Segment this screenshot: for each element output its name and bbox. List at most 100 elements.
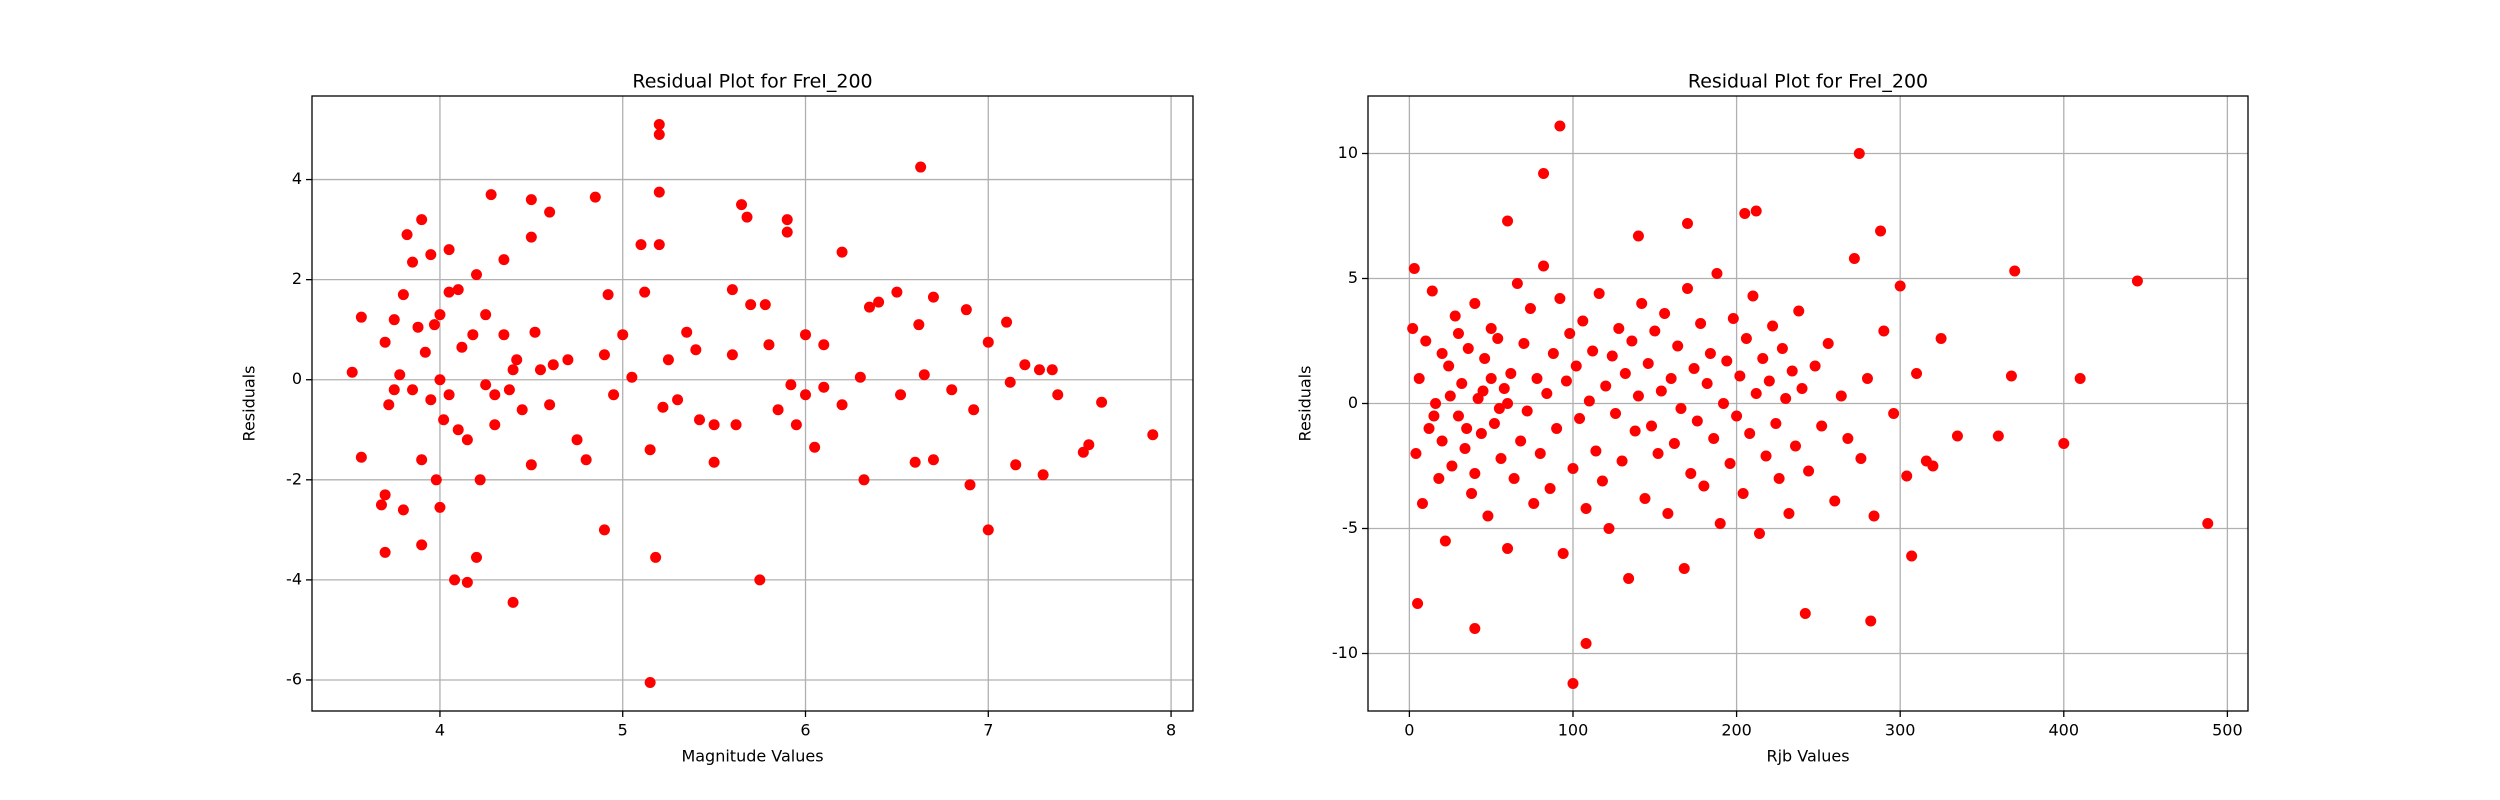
point: [681, 326, 693, 338]
point: [456, 341, 468, 353]
point: [982, 336, 994, 348]
point: [1861, 373, 1873, 384]
point: [1783, 508, 1795, 519]
point: [763, 339, 775, 351]
point: [1534, 448, 1546, 459]
point: [1603, 523, 1615, 534]
point: [461, 576, 473, 588]
point: [498, 329, 510, 341]
point: [1531, 373, 1543, 384]
point: [1848, 253, 1860, 264]
point: [781, 214, 793, 226]
point: [1688, 363, 1700, 374]
point: [1737, 488, 1749, 499]
point: [1701, 378, 1713, 389]
point: [534, 364, 546, 376]
point: [1449, 310, 1461, 322]
point: [1521, 405, 1533, 417]
point: [416, 214, 428, 226]
point: [653, 186, 665, 198]
point: [1623, 573, 1635, 584]
point: [1502, 398, 1514, 409]
point: [1868, 510, 1880, 522]
point: [443, 286, 455, 298]
point: [388, 314, 400, 326]
point: [726, 349, 738, 361]
point: [1412, 598, 1424, 609]
point: [1485, 373, 1497, 384]
point: [525, 459, 537, 471]
point: [1619, 368, 1631, 379]
point: [854, 371, 866, 383]
x-tick-label: 300: [1885, 721, 1916, 740]
point: [1577, 315, 1589, 327]
y-axis-label: Residuals: [240, 366, 259, 442]
point: [544, 399, 556, 411]
point: [503, 384, 515, 396]
point: [452, 284, 464, 296]
point: [1436, 348, 1448, 359]
point: [2058, 438, 2070, 449]
point: [657, 401, 669, 413]
point: [1616, 455, 1628, 467]
point: [1757, 353, 1769, 364]
point: [416, 539, 428, 551]
point: [1502, 543, 1514, 554]
point: [626, 371, 638, 383]
point: [452, 424, 464, 436]
point: [1456, 378, 1468, 389]
point: [708, 419, 720, 431]
x-axis-label: Rjb Values: [1766, 747, 1849, 766]
point: [690, 344, 702, 356]
point: [1541, 388, 1553, 399]
point: [1428, 410, 1440, 422]
y-tick-label: 0: [1348, 393, 1358, 412]
point: [785, 379, 797, 391]
point: [781, 226, 793, 238]
point: [960, 304, 972, 316]
point: [1739, 208, 1751, 219]
point: [1682, 218, 1694, 229]
point: [873, 296, 885, 308]
point: [1538, 260, 1550, 272]
point: [644, 676, 656, 688]
point: [507, 596, 519, 608]
point: [1430, 398, 1442, 409]
point: [1583, 395, 1595, 407]
point: [1753, 528, 1765, 539]
point: [1835, 390, 1847, 402]
point: [379, 336, 391, 348]
point: [1410, 448, 1422, 459]
point: [562, 354, 574, 366]
point: [2202, 518, 2214, 529]
point: [379, 489, 391, 501]
chart-title: Residual Plot for FreI_200: [1688, 71, 1928, 93]
point: [1793, 305, 1805, 317]
point: [1685, 468, 1697, 479]
point: [800, 329, 812, 341]
point: [1750, 388, 1762, 399]
point: [1708, 433, 1720, 444]
point: [909, 456, 921, 468]
x-axis-label: Magnitude Values: [681, 747, 823, 766]
point: [1718, 398, 1730, 409]
point: [891, 286, 903, 298]
point: [1935, 333, 1947, 344]
point: [1466, 488, 1478, 499]
point: [525, 231, 537, 243]
point: [1632, 230, 1644, 242]
point: [2131, 275, 2143, 287]
point: [1714, 518, 1726, 529]
point: [982, 524, 994, 536]
point: [580, 454, 592, 466]
point: [1665, 373, 1677, 384]
point: [1498, 383, 1510, 394]
point: [425, 394, 437, 406]
x-tick-label: 400: [2049, 721, 2080, 740]
point: [480, 379, 492, 391]
point: [1642, 358, 1654, 369]
point: [1469, 298, 1481, 309]
point: [1580, 503, 1592, 514]
